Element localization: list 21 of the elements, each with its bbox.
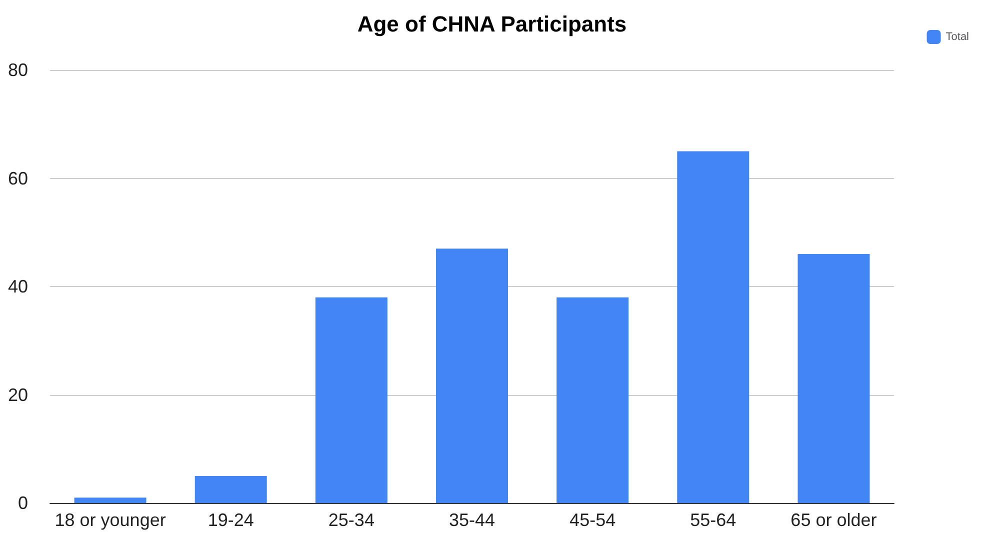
bar bbox=[677, 151, 750, 503]
x-tick-label: 35-44 bbox=[448, 510, 496, 530]
x-tick-label: 65 or older bbox=[790, 510, 877, 530]
bar bbox=[74, 498, 146, 503]
legend-label: Total bbox=[946, 31, 970, 43]
x-tick-label: 18 or younger bbox=[54, 510, 166, 530]
bar bbox=[436, 248, 508, 503]
bar bbox=[315, 297, 388, 503]
chart-title: Age of CHNA Participants bbox=[357, 12, 627, 36]
x-tick-label: 25-34 bbox=[328, 510, 374, 530]
y-tick-label: 0 bbox=[18, 493, 28, 513]
x-tick-label: 55-64 bbox=[690, 510, 736, 530]
y-tick-label: 80 bbox=[8, 60, 28, 80]
y-tick-label: 60 bbox=[8, 168, 28, 188]
x-tick-label: 45-54 bbox=[570, 510, 616, 530]
bar bbox=[798, 254, 870, 503]
bar bbox=[556, 297, 629, 503]
x-tick-label: 19-24 bbox=[208, 510, 254, 530]
y-tick-label: 20 bbox=[8, 384, 28, 405]
bar bbox=[194, 476, 267, 503]
y-tick-label: 40 bbox=[8, 276, 28, 296]
